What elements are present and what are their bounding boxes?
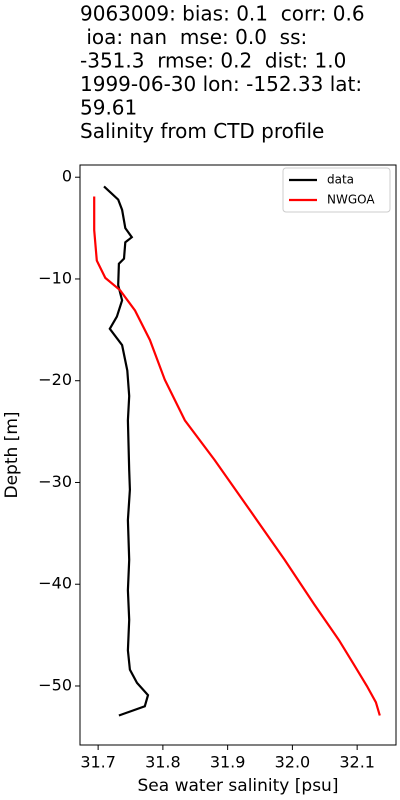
x-tick-label: 32.1 bbox=[339, 753, 375, 772]
y-tick-label: −30 bbox=[38, 472, 72, 491]
y-tick-label: −20 bbox=[38, 370, 72, 389]
y-tick-label: −40 bbox=[38, 574, 72, 593]
x-tick-label: 31.8 bbox=[145, 753, 181, 772]
legend-label: data bbox=[327, 173, 354, 187]
y-tick-label: −10 bbox=[38, 268, 72, 287]
chart-title: 9063009: bias: 0.1 corr: 0.6 bbox=[80, 2, 365, 26]
series-line bbox=[93, 196, 381, 716]
y-axis-label: Depth [m] bbox=[2, 411, 22, 498]
chart-title: Salinity from CTD profile bbox=[80, 119, 324, 143]
x-axis-label: Sea water salinity [psu] bbox=[138, 776, 339, 796]
chart-title: 1999-06-30 lon: -152.33 lat: bbox=[80, 72, 362, 96]
chart-title: 59.61 bbox=[80, 96, 137, 120]
x-tick-label: 31.9 bbox=[210, 753, 246, 772]
x-tick-label: 31.7 bbox=[80, 753, 116, 772]
y-tick-label: −50 bbox=[38, 675, 72, 694]
legend-label: NWGOA bbox=[327, 193, 375, 207]
y-tick-label: 0 bbox=[62, 167, 72, 186]
chart-title: ioa: nan mse: 0.0 ss: bbox=[80, 25, 307, 49]
chart-title: -351.3 rmse: 0.2 dist: 1.0 bbox=[80, 49, 346, 73]
series-line bbox=[103, 185, 150, 717]
x-tick-label: 32.0 bbox=[275, 753, 311, 772]
plot-frame bbox=[79, 164, 397, 746]
